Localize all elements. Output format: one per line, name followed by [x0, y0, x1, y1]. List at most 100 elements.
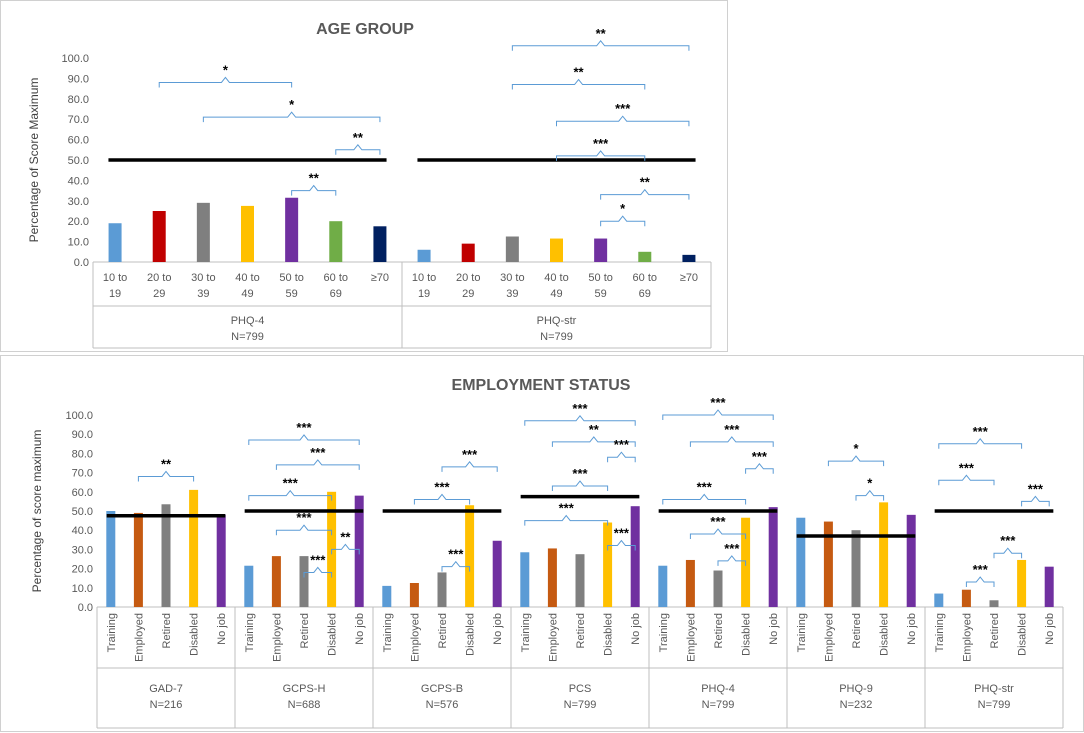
x-tick-label: 69 — [639, 288, 651, 300]
significance-label: *** — [697, 479, 713, 494]
group-n: N=799 — [978, 699, 1011, 711]
significance-bracket — [276, 525, 331, 535]
group-name: PCS — [569, 683, 592, 695]
bar-phq-4-3 — [241, 206, 254, 262]
significance-label: ** — [353, 130, 364, 145]
bar-gcps-b-4 — [493, 541, 502, 607]
x-tick-label: 10 to — [412, 272, 436, 284]
x-tick-label: Employed — [685, 613, 697, 662]
bar-phq-str-4 — [1045, 567, 1054, 607]
bar-phq-4-4 — [285, 198, 298, 262]
group-name: GAD-7 — [149, 683, 183, 695]
group-name: PHQ-4 — [231, 315, 265, 327]
bar-phq-4-0 — [658, 566, 667, 607]
y-tick-label: 40.0 — [72, 525, 93, 537]
significance-label: * — [223, 62, 229, 77]
bar-phq-str-5 — [638, 252, 651, 262]
bar-gcps-b-2 — [438, 572, 447, 607]
x-tick-label: 69 — [330, 288, 342, 300]
x-tick-label: 50 to — [588, 272, 612, 284]
bar-phq-4-2 — [197, 203, 210, 262]
bar-phq-4-1 — [153, 211, 166, 262]
y-tick-label: 60.0 — [72, 487, 93, 499]
x-tick-label: Employed — [961, 613, 973, 662]
x-tick-label: Retired — [575, 613, 587, 648]
x-tick-label: Training — [796, 613, 808, 652]
x-tick-label: 60 to — [633, 272, 657, 284]
bar-phq-4-2 — [714, 571, 723, 607]
significance-label: *** — [710, 395, 726, 410]
y-tick-label: 40.0 — [68, 175, 89, 187]
significance-bracket — [994, 548, 1022, 558]
x-tick-label: 49 — [241, 288, 253, 300]
significance-label: *** — [724, 541, 740, 556]
significance-bracket — [663, 410, 773, 420]
x-tick-label: 60 to — [324, 272, 348, 284]
significance-label: ** — [161, 456, 172, 471]
x-tick-label: 40 to — [544, 272, 568, 284]
significance-bracket — [552, 481, 607, 491]
bar-phq-str-0 — [418, 250, 431, 262]
significance-label: ** — [640, 175, 651, 190]
significance-label: *** — [593, 136, 609, 151]
significance-label: *** — [724, 422, 740, 437]
x-tick-label: Employed — [823, 613, 835, 662]
x-tick-label: 30 to — [500, 272, 524, 284]
x-tick-label: Disabled — [879, 613, 891, 656]
x-tick-label: 50 to — [279, 272, 303, 284]
significance-label: *** — [959, 460, 975, 475]
significance-bracket — [525, 516, 608, 526]
significance-label: *** — [572, 466, 588, 481]
significance-label: *** — [462, 447, 478, 462]
significance-bracket — [608, 452, 636, 462]
bar-phq-4-6 — [373, 226, 386, 262]
y-tick-label: 70.0 — [68, 114, 89, 126]
significance-label: *** — [572, 401, 588, 416]
significance-bracket — [663, 494, 746, 504]
significance-label: * — [867, 476, 873, 491]
significance-label: *** — [710, 514, 726, 529]
y-tick-label: 80.0 — [72, 448, 93, 460]
x-tick-label: Retired — [161, 613, 173, 648]
employment-status-plot: EMPLOYMENT STATUS Percentage of score ma… — [1, 356, 1084, 733]
significance-label: ** — [309, 171, 320, 186]
x-tick-label: Disabled — [189, 613, 201, 656]
group-name: PHQ-4 — [701, 683, 735, 695]
y-tick-label: 100.0 — [65, 410, 93, 422]
y-axis-label: Percentage of score maximum — [30, 430, 44, 593]
significance-bracket — [601, 216, 645, 226]
age-group-plot: AGE GROUP Percentage of Score Maximum 0.… — [1, 1, 729, 353]
x-tick-label: Training — [106, 613, 118, 652]
group-n: N=799 — [540, 331, 573, 343]
y-tick-label: 70.0 — [72, 468, 93, 480]
significance-bracket — [159, 77, 291, 87]
significance-bracket — [856, 491, 884, 501]
x-tick-label: Retired — [851, 613, 863, 648]
y-tick-label: 60.0 — [68, 135, 89, 147]
x-tick-label: Disabled — [741, 613, 753, 656]
employment-status-chart: EMPLOYMENT STATUS Percentage of score ma… — [0, 355, 1084, 732]
significance-label: ** — [340, 529, 351, 544]
group-n: N=799 — [564, 699, 597, 711]
significance-label: *** — [296, 510, 312, 525]
significance-label: *** — [448, 547, 464, 562]
x-tick-label: 20 to — [147, 272, 171, 284]
bar-phq-4-5 — [329, 221, 342, 262]
bar-phq-str-1 — [462, 244, 475, 262]
group-name: GCPS-B — [421, 683, 463, 695]
significance-bracket — [690, 437, 773, 447]
bar-phq-4-4 — [769, 507, 778, 607]
x-tick-label: Retired — [299, 613, 311, 648]
bar-pcs-2 — [576, 554, 585, 607]
bar-gcps-h-2 — [300, 556, 309, 607]
significance-label: *** — [973, 562, 989, 577]
bar-gad-7-1 — [134, 513, 143, 607]
x-tick-label: Disabled — [465, 613, 477, 656]
bar-phq-str-2 — [990, 600, 999, 607]
significance-label: *** — [310, 552, 326, 567]
y-tick-label: 0.0 — [78, 602, 93, 614]
x-tick-label: Training — [520, 613, 532, 652]
group-n: N=799 — [702, 699, 735, 711]
x-tick-label: No job — [1044, 613, 1056, 645]
significance-label: *** — [973, 424, 989, 439]
